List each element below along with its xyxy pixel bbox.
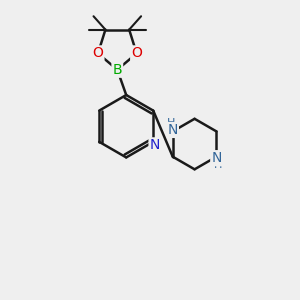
Text: N: N <box>211 151 222 165</box>
Text: N: N <box>149 138 160 152</box>
Text: H: H <box>167 118 176 128</box>
Text: B: B <box>112 63 122 77</box>
Text: H: H <box>214 160 222 170</box>
Text: O: O <box>92 46 104 60</box>
Text: N: N <box>167 123 178 137</box>
Text: O: O <box>131 46 142 60</box>
